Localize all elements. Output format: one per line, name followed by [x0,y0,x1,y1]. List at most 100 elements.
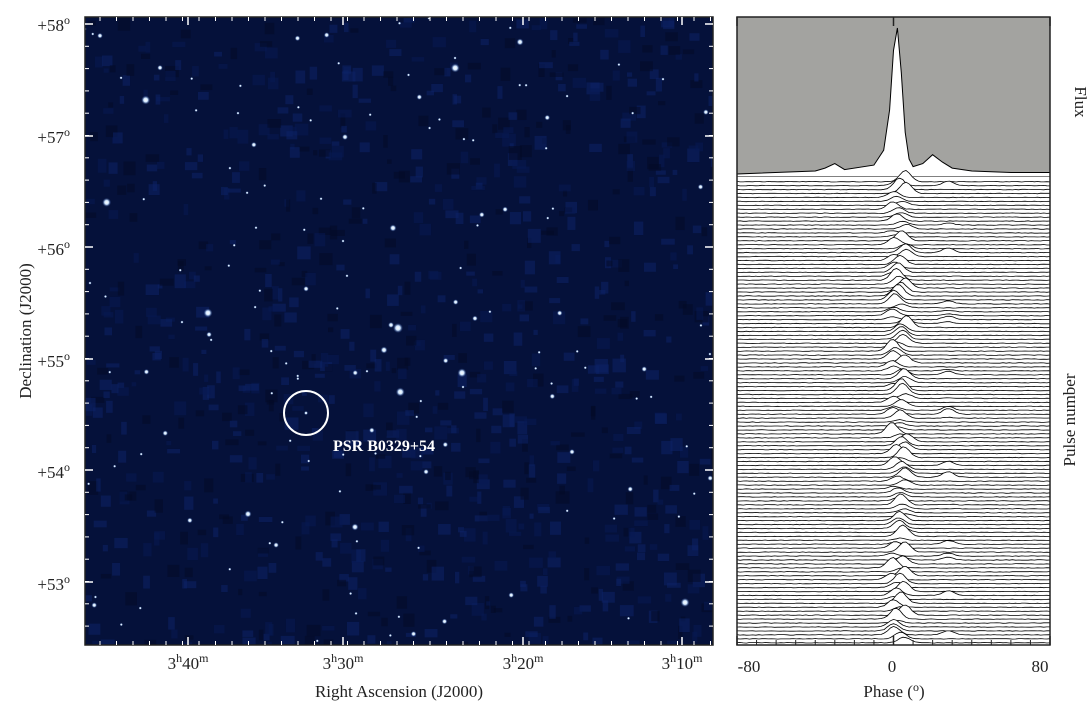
noise-patch [216,371,221,384]
noise-patch [85,595,92,602]
noise-patch [529,455,535,467]
noise-patch [324,364,333,372]
noise-patch [454,391,466,399]
noise-patch [408,402,420,414]
single-pulse-trace [737,223,1050,230]
noise-patch [618,393,633,400]
noise-patch [451,425,457,434]
noise-patch [566,466,576,472]
noise-patch [276,445,288,451]
radio-source [549,381,554,386]
radio-source [627,486,634,492]
noise-patch [211,440,219,450]
flux-label: Flux [1071,86,1090,118]
radio-source [410,631,417,637]
noise-patch [414,271,422,282]
noise-patch [108,210,119,219]
noise-patch [525,631,538,638]
noise-patch [221,585,228,593]
noise-patch [101,55,113,67]
radio-source [524,83,528,87]
radio-source [516,38,524,46]
radio-source [284,361,288,366]
noise-patch [431,566,445,581]
noise-patch [192,66,199,77]
noise-patch [457,527,465,533]
noise-patch [333,451,343,458]
radio-source [406,73,411,77]
noise-patch [513,496,525,508]
noise-patch [689,463,700,476]
noise-patch [601,591,615,603]
noise-patch [396,473,403,478]
noise-patch [523,544,534,550]
noise-patch [410,176,423,183]
single-pulse-trace [737,479,1050,486]
noise-patch [696,307,704,320]
noise-patch [480,38,489,46]
radio-source [423,468,429,475]
noise-patch [374,359,382,372]
noise-patch [463,528,476,542]
noise-patch [490,441,501,454]
radio-source [296,377,300,381]
radio-source [141,95,151,105]
noise-patch [692,631,698,643]
noise-patch [592,460,600,472]
noise-patch [143,89,148,100]
noise-patch [653,489,659,503]
noise-patch [556,385,569,394]
noise-patch [668,46,681,55]
noise-patch [187,547,198,561]
noise-patch [259,333,270,341]
noise-patch [524,260,535,275]
noise-patch [219,514,230,520]
noise-patch [373,556,385,566]
noise-patch [558,83,566,92]
noise-patch [268,306,281,312]
radio-source [296,105,300,109]
radio-source [341,239,345,243]
noise-patch [568,38,574,44]
noise-patch [567,615,573,622]
noise-patch [559,211,565,217]
noise-patch [466,271,475,276]
noise-patch [396,428,407,440]
single-pulse-trace [737,519,1050,530]
noise-patch [458,353,467,363]
noise-patch [459,321,471,332]
noise-patch [406,335,417,346]
single-pulse-trace [737,581,1050,589]
noise-patch [435,390,440,396]
noise-patch [259,41,273,47]
sky-map: PSR B0329+54 +58o +57o +56o +55o +54o +5… [16,13,714,701]
noise-patch [675,413,682,421]
single-pulse-trace [737,376,1050,384]
noise-patch [370,349,377,362]
noise-patch [413,212,424,224]
noise-patch [418,504,431,509]
radio-source [236,111,240,115]
noise-patch [520,487,529,500]
noise-patch [143,543,152,557]
noise-patch [340,542,352,554]
noise-patch [340,113,346,128]
noise-patch [167,448,181,454]
noise-patch [195,410,205,417]
single-pulse-trace [737,350,1050,360]
noise-patch [432,406,438,414]
radio-source [502,206,508,213]
noise-patch [539,17,548,30]
noise-patch [491,425,502,434]
noise-patch [573,606,583,615]
noise-patch [297,246,311,260]
radio-source [419,399,423,403]
radio-source [373,451,378,456]
noise-patch [465,596,478,606]
noise-patch [571,432,585,437]
noise-patch [450,614,458,619]
noise-patch [474,412,487,419]
noise-patch [342,65,352,74]
radio-source [649,395,653,399]
radio-source [288,439,292,443]
